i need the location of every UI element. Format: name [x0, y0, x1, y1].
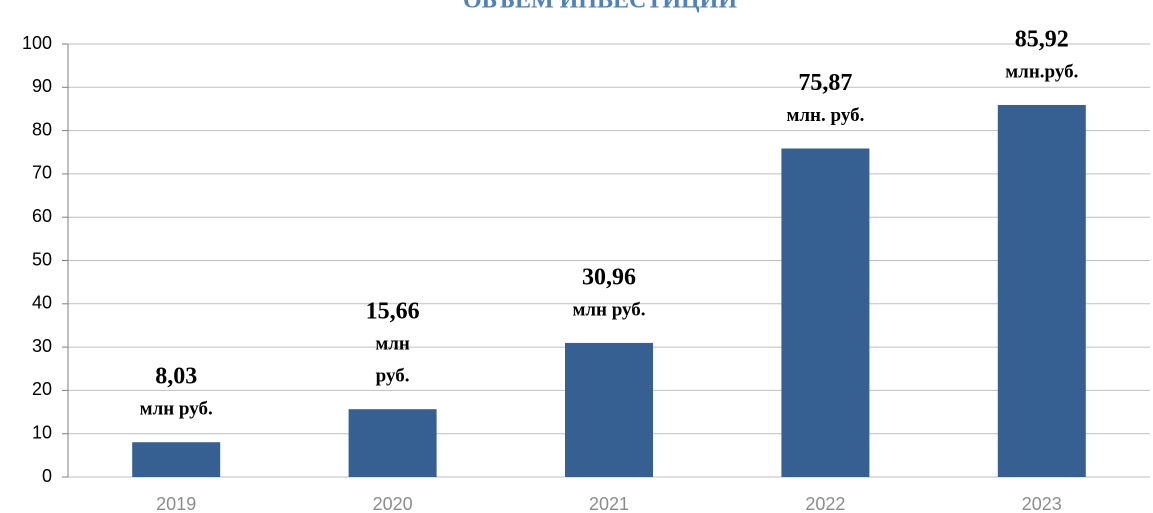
unit-label: млн. руб.	[786, 105, 864, 126]
y-tick-label: 90	[32, 76, 52, 96]
unit-label: млн.руб.	[1005, 61, 1078, 82]
unit-label: руб.	[376, 366, 410, 387]
value-label: 8,03	[155, 364, 197, 390]
bar	[132, 442, 221, 477]
y-tick-label: 100	[22, 33, 52, 53]
y-tick-label: 0	[42, 466, 52, 486]
x-tick-label: 2020	[373, 494, 413, 513]
y-tick-label: 50	[32, 249, 52, 269]
chart-title: ОБЪЕМ ИНВЕСТИЦИЙ	[463, 0, 737, 14]
value-label: 85,92	[1015, 26, 1069, 52]
x-tick-label: 2019	[156, 494, 196, 513]
value-label: 30,96	[582, 264, 636, 290]
unit-label: млн руб.	[140, 399, 213, 420]
bar	[781, 148, 870, 477]
y-tick-label: 20	[32, 379, 52, 399]
y-tick-label: 60	[32, 206, 52, 226]
y-tick-label: 10	[32, 422, 52, 442]
unit-label: млн	[375, 334, 410, 355]
value-label: 75,87	[798, 70, 852, 96]
value-label: 15,66	[366, 299, 420, 325]
y-tick-label: 40	[32, 293, 52, 313]
y-tick-label: 80	[32, 119, 52, 139]
bar	[997, 104, 1086, 477]
bar	[348, 409, 437, 477]
x-tick-label: 2023	[1022, 494, 1062, 513]
x-tick-label: 2021	[589, 494, 629, 513]
y-tick-label: 70	[32, 163, 52, 183]
bar	[565, 342, 653, 477]
x-tick-label: 2022	[805, 494, 845, 513]
unit-label: млн руб.	[572, 299, 645, 320]
y-tick-label: 30	[32, 336, 52, 356]
